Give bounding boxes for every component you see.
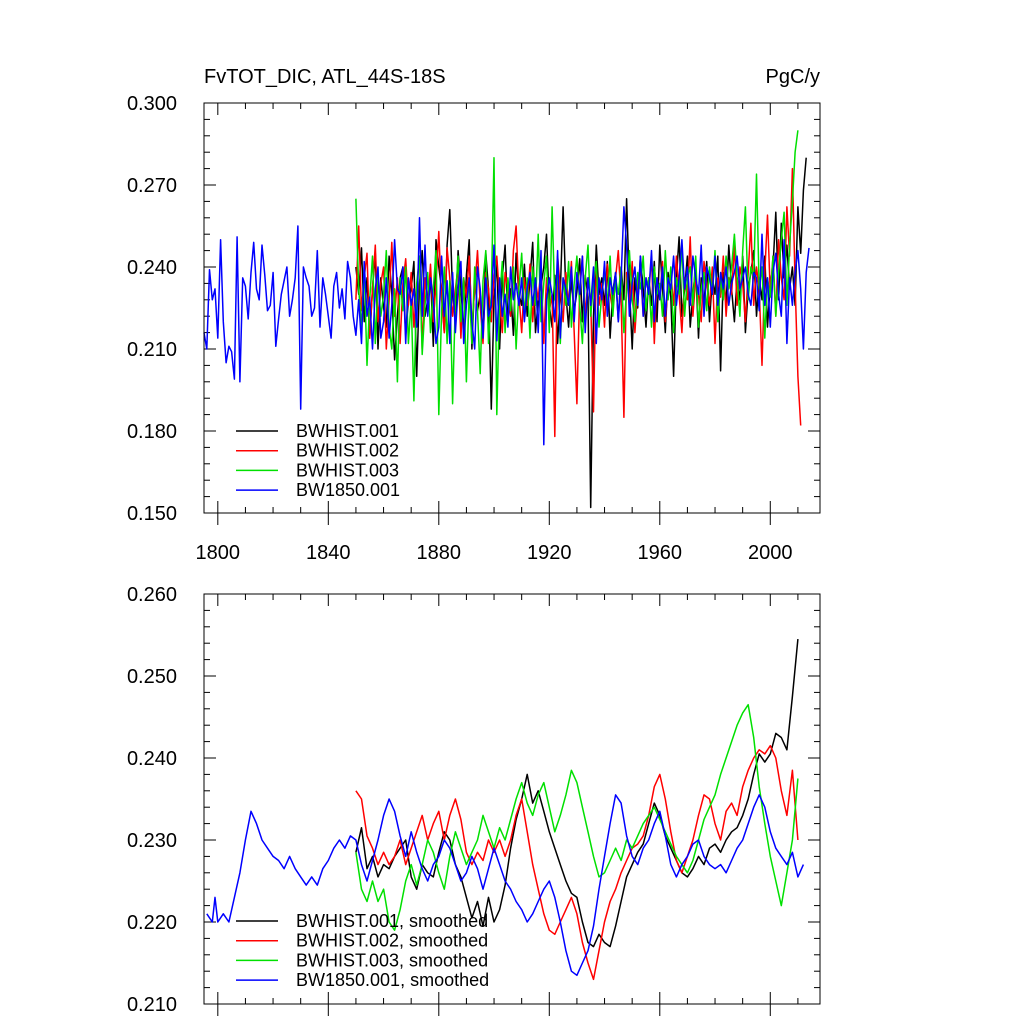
y-tick-label: 0.220 — [127, 912, 177, 934]
x-tick-label: 1920 — [527, 542, 572, 564]
y-tick-label: 0.210 — [127, 994, 177, 1016]
y-tick-label: 0.230 — [127, 830, 177, 852]
series-line-1 — [355, 744, 799, 981]
legend-label-3: BW1850.001 — [296, 480, 400, 500]
series-line-2 — [355, 703, 799, 931]
bottom-panel: 0.210 0.220 0.230 0.240 0.250 0.260 BWHIST.00… — [127, 584, 821, 1016]
legend-label-0: BWHIST.001 — [296, 421, 399, 441]
x-tick-label: 1960 — [638, 542, 683, 564]
top-axis-ticks: 0.150 0.180 0.210 0.240 0.270 0.300 1800 1840 18… — [127, 93, 820, 564]
x-tick-label: 1880 — [417, 542, 462, 564]
y-tick-label: 0.250 — [127, 666, 177, 688]
series-line-3 — [203, 206, 810, 446]
bottom-plot-frame — [203, 593, 821, 1005]
y-tick-label: 0.240 — [127, 257, 177, 279]
units-label: PgC/y — [766, 66, 820, 88]
y-tick-label: 0.300 — [127, 93, 177, 115]
bottom-series-layer — [206, 639, 805, 981]
series-line-0 — [355, 639, 799, 948]
legend-label-0: BWHIST.001, smoothed — [296, 911, 488, 931]
legend-label-3: BW1850.001, smoothed — [296, 970, 489, 990]
series-line-1 — [355, 167, 802, 438]
x-tick-label: 1840 — [306, 542, 351, 564]
y-tick-label: 0.270 — [127, 175, 177, 197]
x-tick-label: 1800 — [196, 542, 241, 564]
top-series-layer — [203, 130, 810, 509]
legend-label-2: BWHIST.003, smoothed — [296, 950, 488, 970]
y-tick-label: 0.180 — [127, 421, 177, 443]
y-tick-label: 0.240 — [127, 748, 177, 770]
legend-label-1: BWHIST.002 — [296, 441, 399, 461]
series-line-3 — [206, 794, 805, 977]
legend-label-2: BWHIST.003 — [296, 460, 399, 480]
chart-title: FvTOT_DIC, ATL_44S-18S — [204, 66, 446, 88]
legend-label-1: BWHIST.002, smoothed — [296, 931, 488, 951]
top-panel: FvTOT_DIC, ATL_44S-18S PgC/y 0.1500.1800… — [127, 66, 821, 564]
x-tick-label: 2000 — [748, 542, 793, 564]
top-plot-frame — [203, 102, 821, 514]
y-tick-label: 0.210 — [127, 339, 177, 361]
bottom-axis-ticks: 0.210 0.220 0.230 0.240 0.250 0.260 — [127, 584, 820, 1016]
y-tick-label: 0.150 — [127, 503, 177, 525]
y-tick-label: 0.260 — [127, 584, 177, 606]
